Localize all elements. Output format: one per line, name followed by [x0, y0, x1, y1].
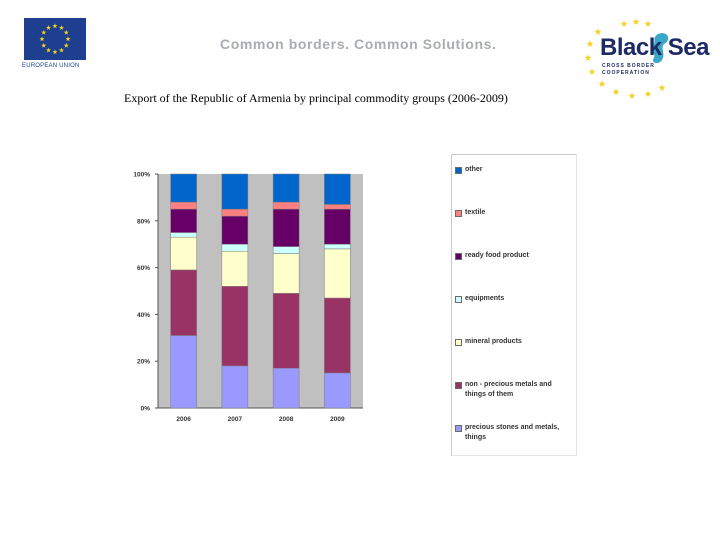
legend-item: ready food product: [455, 251, 573, 261]
x-tick-label: 2008: [279, 416, 294, 423]
programme-sub-line1: CROSS BORDER: [602, 63, 655, 69]
legend-swatch: [455, 253, 462, 260]
bar-segment: [221, 365, 249, 409]
eu-star-icon: [39, 36, 45, 42]
bs-star-icon: [644, 20, 652, 27]
bar-segment: [170, 201, 197, 210]
bar-segment: [324, 204, 351, 210]
legend-item: mineral products: [455, 337, 573, 347]
eu-star-icon: [41, 29, 47, 35]
bar-segment: [221, 173, 249, 210]
bs-star-icon: [632, 18, 640, 25]
bs-star-icon: [620, 20, 628, 27]
y-tick-label: 20%: [137, 359, 150, 366]
eu-star-icon: [52, 23, 58, 29]
eu-star-icon: [63, 29, 69, 35]
bs-star-icon: [588, 68, 596, 75]
chart-legend: other textile ready food product equipments…: [451, 154, 577, 456]
bs-star-icon: [644, 90, 652, 97]
bs-star-icon: [584, 54, 592, 61]
eu-star-icon: [46, 25, 51, 30]
legend-item: equipments: [455, 294, 573, 304]
eu-stars: [39, 23, 71, 55]
bar-segment: [272, 246, 300, 254]
bs-star-icon: [586, 40, 594, 47]
bar-segment: [170, 232, 197, 238]
bar-segment: [324, 173, 351, 205]
y-tick-label: 0%: [141, 406, 151, 413]
legend-swatch: [455, 210, 462, 217]
legend-item: textile: [455, 208, 573, 218]
seahorse-icon: [652, 33, 669, 64]
y-tick-label: 80%: [137, 218, 150, 225]
eu-star-icon: [41, 42, 47, 48]
x-tick-label: 2006: [176, 416, 191, 423]
page-title: Export of the Republic of Armenia by pri…: [124, 91, 508, 105]
eu-star-icon: [46, 47, 51, 53]
bar-segment: [221, 243, 249, 252]
bs-star-icon: [658, 84, 666, 91]
bar-segment: [170, 236, 197, 271]
legend-swatch: [455, 382, 462, 389]
black-sea-logo: Black Sea CROSS BORDER COOPERATION: [580, 18, 709, 100]
bar-segment: [272, 208, 300, 247]
legend-label: other: [465, 166, 483, 173]
bar-segment: [272, 253, 300, 294]
bar-segment: [272, 367, 300, 409]
legend-item: other: [455, 165, 573, 175]
legend-label: mineral products: [465, 338, 522, 345]
bar-segment: [324, 297, 351, 374]
eu-star-icon: [59, 25, 64, 30]
bar-segment: [272, 173, 300, 203]
bar-segment: [324, 372, 351, 409]
legend-swatch: [455, 425, 462, 432]
legend-swatch: [455, 296, 462, 303]
bar-segment: [324, 243, 351, 250]
eu-star-icon: [59, 47, 64, 53]
eu-caption: EUROPEAN UNION: [22, 63, 80, 69]
eu-star-icon: [63, 42, 69, 48]
black-sea-emblem: [584, 18, 669, 99]
legend-item: precious stones and metals, things: [455, 423, 573, 443]
legend-swatch: [455, 339, 462, 346]
bs-star-icon: [594, 28, 602, 35]
eu-star-icon: [65, 36, 71, 42]
eu-star-icon: [52, 49, 58, 55]
y-tick-label: 40%: [137, 312, 150, 319]
bar-segment: [221, 215, 249, 245]
bar-segment: [221, 286, 249, 367]
legend-label: equipments: [465, 295, 505, 302]
y-tick-label: 100%: [133, 172, 150, 179]
programme-sub-line2: COOPERATION: [602, 70, 650, 76]
programme-name: Black Sea: [600, 34, 709, 61]
legend-item: non - precious metals and things of them: [455, 380, 573, 400]
tagline: Common borders. Common Solutions.: [220, 36, 497, 52]
eu-logo: EUROPEAN UNION: [22, 18, 88, 69]
bar-segment: [170, 208, 197, 233]
bar-segment: [170, 269, 197, 336]
bs-star-icon: [612, 88, 620, 95]
bar-segment: [324, 208, 351, 245]
bar-segment: [221, 250, 249, 287]
stacked-bar-chart: 0% 20% 40% 60% 80% 100% 2006 2007 2008 2009: [133, 172, 363, 423]
eu-flag-icon: [24, 18, 86, 60]
legend-label: ready food product: [465, 252, 529, 259]
bar-segment: [221, 208, 249, 217]
y-tick-label: 60%: [137, 265, 150, 272]
legend-label: textile: [465, 209, 486, 216]
x-tick-label: 2007: [228, 416, 243, 423]
bar-segment: [170, 173, 197, 203]
bar-segment: [324, 248, 351, 299]
star-icon: [584, 18, 666, 99]
bs-star-icon: [598, 80, 606, 87]
x-tick-label: 2009: [330, 416, 345, 423]
bar-segment: [272, 293, 300, 369]
legend-swatch: [455, 167, 462, 174]
legend-label: non - precious metals and things of them: [465, 381, 552, 398]
bar-segment: [170, 335, 197, 409]
legend-label: precious stones and metals, things: [465, 424, 560, 441]
bar-segment: [272, 201, 300, 210]
bs-star-icon: [628, 92, 636, 99]
